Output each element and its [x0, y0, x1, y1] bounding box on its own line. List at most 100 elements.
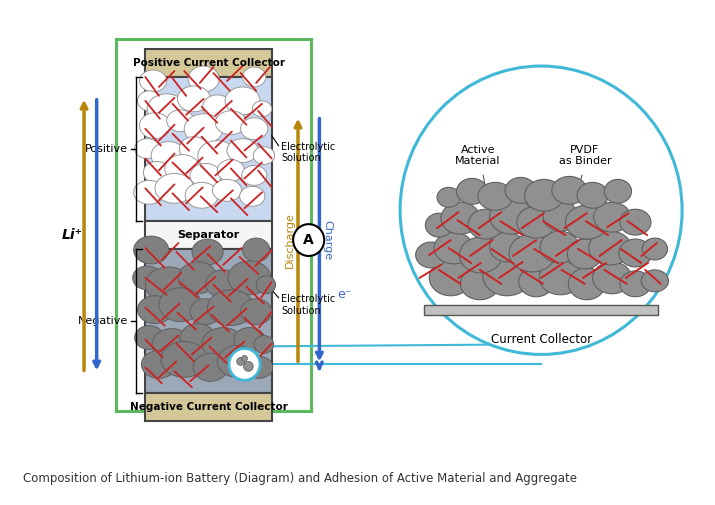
Ellipse shape	[139, 113, 171, 139]
Ellipse shape	[177, 86, 210, 112]
Ellipse shape	[212, 179, 242, 201]
Ellipse shape	[425, 213, 453, 237]
Ellipse shape	[207, 290, 255, 326]
Ellipse shape	[147, 94, 186, 124]
Ellipse shape	[144, 162, 171, 183]
Ellipse shape	[159, 288, 202, 322]
Ellipse shape	[456, 178, 488, 204]
Ellipse shape	[434, 232, 473, 264]
Ellipse shape	[619, 239, 652, 267]
Ellipse shape	[505, 177, 536, 204]
Ellipse shape	[227, 139, 258, 163]
Ellipse shape	[460, 237, 502, 273]
Ellipse shape	[190, 299, 221, 325]
Circle shape	[400, 66, 682, 355]
Ellipse shape	[184, 114, 223, 143]
Ellipse shape	[540, 231, 579, 263]
Circle shape	[237, 358, 245, 366]
Text: Negative Current Collector: Negative Current Collector	[129, 402, 287, 412]
Ellipse shape	[206, 270, 241, 298]
Ellipse shape	[539, 261, 582, 295]
Ellipse shape	[568, 268, 606, 300]
Ellipse shape	[139, 70, 167, 92]
Ellipse shape	[225, 87, 260, 115]
Text: Charge: Charge	[322, 220, 332, 260]
Ellipse shape	[478, 182, 513, 210]
Ellipse shape	[593, 203, 631, 232]
Text: Electrolytic
Solution: Electrolytic Solution	[282, 142, 336, 163]
Text: Active
Material: Active Material	[455, 145, 500, 166]
Ellipse shape	[180, 324, 215, 351]
Ellipse shape	[188, 66, 220, 92]
Ellipse shape	[217, 345, 256, 377]
Text: Current Collector: Current Collector	[490, 333, 591, 346]
Text: Separator: Separator	[177, 230, 240, 240]
Ellipse shape	[137, 91, 161, 111]
Ellipse shape	[234, 328, 265, 351]
Ellipse shape	[242, 67, 266, 87]
Ellipse shape	[190, 164, 221, 187]
Ellipse shape	[134, 180, 164, 204]
Ellipse shape	[202, 328, 245, 362]
Ellipse shape	[604, 179, 631, 204]
Ellipse shape	[543, 201, 578, 231]
Text: Positive: Positive	[85, 144, 128, 154]
Text: Negative: Negative	[77, 316, 128, 326]
Ellipse shape	[567, 239, 602, 269]
Text: Li⁺: Li⁺	[62, 228, 83, 242]
Ellipse shape	[483, 256, 531, 296]
Bar	[145, 221, 272, 249]
Text: Composition of Lithium-ion Battery (Diagram) and Adhesion of Active Material and: Composition of Lithium-ion Battery (Diag…	[23, 472, 577, 485]
Text: Electrolytic
Solution: Electrolytic Solution	[282, 294, 336, 316]
Ellipse shape	[217, 160, 245, 181]
Ellipse shape	[588, 231, 631, 265]
Ellipse shape	[437, 187, 460, 207]
Ellipse shape	[137, 296, 172, 324]
Ellipse shape	[215, 111, 247, 135]
Ellipse shape	[151, 141, 186, 170]
Ellipse shape	[242, 166, 267, 185]
Ellipse shape	[198, 140, 237, 171]
Circle shape	[229, 348, 260, 380]
Ellipse shape	[134, 139, 160, 159]
Ellipse shape	[525, 179, 563, 211]
Ellipse shape	[241, 118, 268, 139]
Ellipse shape	[167, 110, 194, 132]
Ellipse shape	[185, 182, 218, 208]
Ellipse shape	[429, 260, 472, 296]
Ellipse shape	[517, 206, 556, 238]
Ellipse shape	[460, 268, 499, 300]
Ellipse shape	[193, 354, 228, 381]
Ellipse shape	[192, 239, 223, 265]
Ellipse shape	[202, 95, 232, 119]
Ellipse shape	[179, 137, 209, 161]
Ellipse shape	[133, 266, 162, 290]
Ellipse shape	[415, 242, 447, 268]
Ellipse shape	[252, 101, 272, 117]
Ellipse shape	[161, 341, 207, 377]
Text: PVDF
as Binder: PVDF as Binder	[558, 145, 611, 166]
Ellipse shape	[490, 198, 533, 234]
Ellipse shape	[155, 173, 194, 204]
Ellipse shape	[134, 326, 164, 349]
Ellipse shape	[468, 209, 503, 239]
Ellipse shape	[228, 261, 271, 295]
Ellipse shape	[255, 335, 274, 353]
Circle shape	[293, 224, 324, 256]
Ellipse shape	[245, 357, 272, 378]
Text: e⁻: e⁻	[337, 288, 351, 301]
Ellipse shape	[552, 176, 587, 204]
Ellipse shape	[593, 262, 631, 294]
Bar	[145, 49, 272, 77]
Ellipse shape	[134, 236, 169, 264]
Bar	[145, 77, 272, 221]
Ellipse shape	[240, 186, 265, 206]
Ellipse shape	[164, 155, 199, 182]
Bar	[145, 393, 272, 421]
Ellipse shape	[152, 329, 191, 361]
Bar	[145, 249, 272, 393]
Ellipse shape	[620, 209, 651, 235]
Circle shape	[244, 362, 253, 371]
Ellipse shape	[142, 350, 177, 378]
Ellipse shape	[253, 146, 275, 165]
